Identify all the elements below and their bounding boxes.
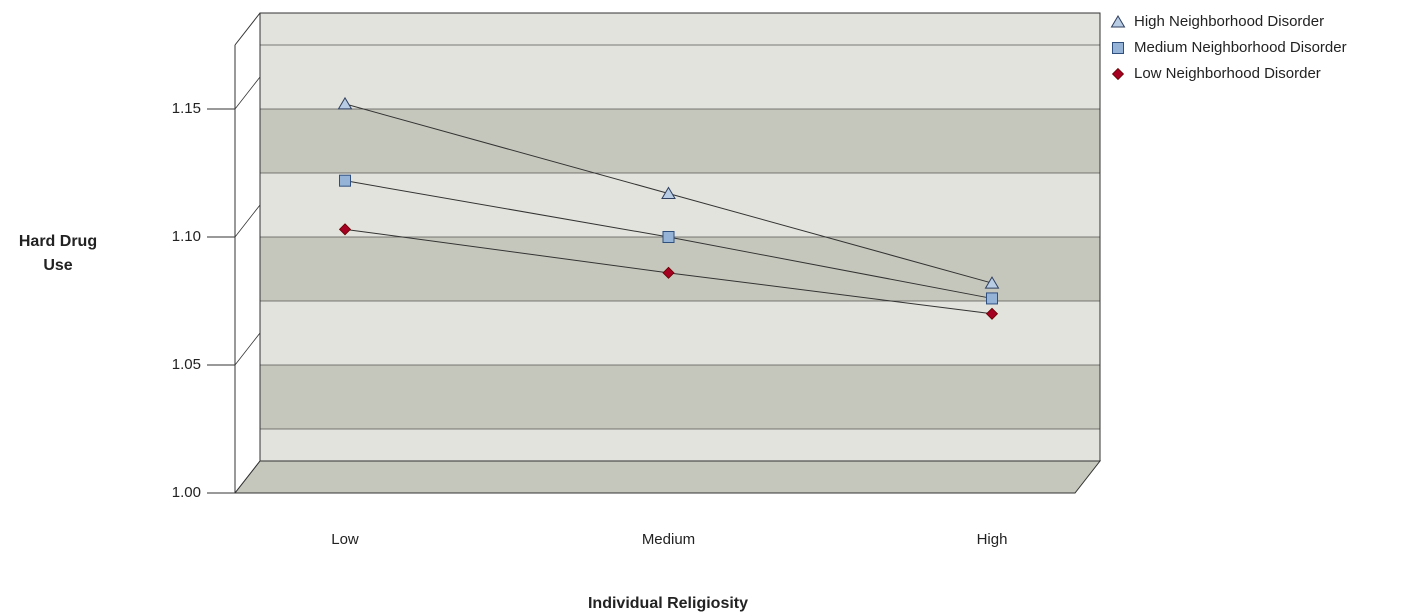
grid-line — [234, 460, 261, 494]
marker — [1110, 15, 1126, 28]
marker — [986, 292, 998, 305]
wall-band — [260, 109, 1100, 173]
marker — [984, 276, 1000, 289]
wall-band — [260, 365, 1100, 429]
marker — [662, 266, 675, 279]
marker — [339, 174, 351, 187]
marker — [1111, 67, 1125, 81]
x-axis-title: Individual Religiosity — [588, 595, 748, 612]
legend-label: Low Neighborhood Disorder — [1134, 65, 1321, 82]
side-edge — [234, 12, 261, 46]
y-axis-title: Hard Drug Use — [18, 233, 98, 274]
grid-line — [234, 332, 261, 366]
marker — [662, 231, 675, 243]
wall-band — [260, 237, 1100, 301]
marker — [337, 96, 353, 110]
legend-label: Medium Neighborhood Disorder — [1134, 39, 1347, 56]
marker — [985, 307, 999, 320]
x-tick-label: Low — [331, 531, 359, 548]
marker — [338, 223, 352, 236]
marker — [1112, 42, 1124, 54]
y-tick-label: 1.10 — [172, 228, 201, 245]
marker — [661, 186, 676, 199]
y-tick-label: 1.15 — [172, 100, 201, 117]
grid-line — [234, 204, 261, 238]
x-tick-label: High — [977, 531, 1008, 548]
legend-label: High Neighborhood Disorder — [1134, 13, 1324, 30]
x-tick-label: Medium — [642, 531, 695, 548]
y-tick-label: 1.05 — [172, 356, 201, 373]
floor — [233, 460, 1102, 494]
grid-line — [234, 76, 261, 110]
y-tick-label: 1.00 — [172, 484, 201, 501]
